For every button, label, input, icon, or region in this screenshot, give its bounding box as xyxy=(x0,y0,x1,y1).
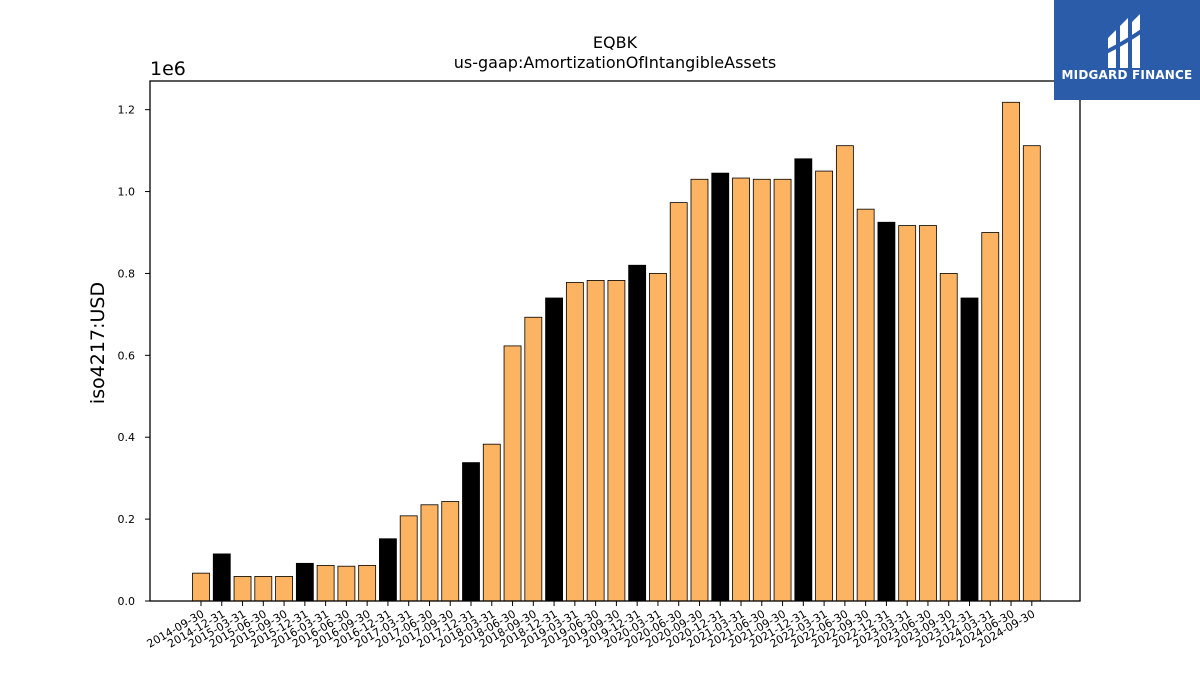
bar-2017-06-30 xyxy=(420,504,439,602)
bar-2016-03-31 xyxy=(316,564,335,602)
bar-2015-06-30 xyxy=(254,576,273,602)
bar-2019-03-31 xyxy=(565,282,584,602)
y-tick-label: 0.2 xyxy=(118,513,136,526)
bar-2023-09-30 xyxy=(939,273,958,602)
bar-2015-09-30 xyxy=(275,576,293,602)
bar-2021-06-30 xyxy=(752,178,771,602)
bar-2020-09-30 xyxy=(690,178,709,602)
plot-frame xyxy=(149,80,1081,602)
bar-2019-12-31 xyxy=(628,264,647,602)
y-tick-label: 1.2 xyxy=(118,104,136,117)
midgard-logo-icon xyxy=(1102,8,1152,74)
bar-2017-12-31 xyxy=(462,462,480,602)
y-tick-label: 1.0 xyxy=(118,186,136,199)
bar-2022-03-31 xyxy=(815,170,833,602)
bar-2014-09-30 xyxy=(192,572,210,602)
bar-2023-06-30 xyxy=(919,225,937,602)
bar-2016-09-30 xyxy=(358,564,377,602)
bar-2024-03-31 xyxy=(981,232,1000,602)
y-tick-label: 0.8 xyxy=(118,267,136,280)
bar-2016-06-30 xyxy=(337,565,356,602)
bar-2015-12-31 xyxy=(295,562,314,602)
bar-2020-12-31 xyxy=(711,172,730,602)
x-ticks-group: 2014-09-302014-12-312015-03-312015-06-30… xyxy=(145,601,1037,651)
bar-2022-06-30 xyxy=(835,145,854,602)
bar-2019-06-30 xyxy=(586,279,605,602)
bar-2020-06-30 xyxy=(669,202,688,602)
bars-group xyxy=(192,101,1041,602)
bar-2016-12-31 xyxy=(379,538,397,602)
midgard-logo: MIDGARD FINANCE xyxy=(1054,0,1200,100)
bar-2024-09-30 xyxy=(1022,145,1041,602)
y-tick-label: 0.4 xyxy=(118,431,136,444)
bar-2023-12-31 xyxy=(960,297,979,602)
bar-2021-09-30 xyxy=(773,178,792,602)
bar-2018-12-31 xyxy=(545,297,563,602)
bar-2017-03-31 xyxy=(399,515,418,602)
bar-2018-03-31 xyxy=(482,443,501,602)
y-tick-label: 0.6 xyxy=(118,349,136,362)
bar-2019-09-30 xyxy=(607,279,626,602)
bar-2018-06-30 xyxy=(503,345,522,602)
bar-2014-12-31 xyxy=(212,553,231,602)
bar-2023-03-31 xyxy=(898,225,917,602)
bar-2017-09-30 xyxy=(441,501,460,602)
y-tick-label: 0.0 xyxy=(118,595,136,608)
y-axis-label: iso4217:USD xyxy=(87,282,109,404)
bar-2021-03-31 xyxy=(732,177,750,602)
y-axis-scale-label: 1e6 xyxy=(150,58,186,80)
bar-2015-03-31 xyxy=(233,576,252,602)
y-ticks-group: 0.0 0.2 0.4 0.6 0.8 1.0 1.2 xyxy=(118,104,150,608)
bar-2022-09-30 xyxy=(856,208,875,602)
bar-2018-09-30 xyxy=(524,316,543,602)
chart-title: EQBK xyxy=(593,33,638,52)
bar-2021-12-31 xyxy=(794,158,813,602)
chart-subtitle: us-gaap:AmortizationOfIntangibleAssets xyxy=(454,53,776,72)
logo-text: MIDGARD FINANCE xyxy=(1061,68,1193,82)
bar-2020-03-31 xyxy=(649,273,667,602)
bar-2024-06-30 xyxy=(1002,101,1020,602)
bar-2022-12-31 xyxy=(877,221,896,602)
